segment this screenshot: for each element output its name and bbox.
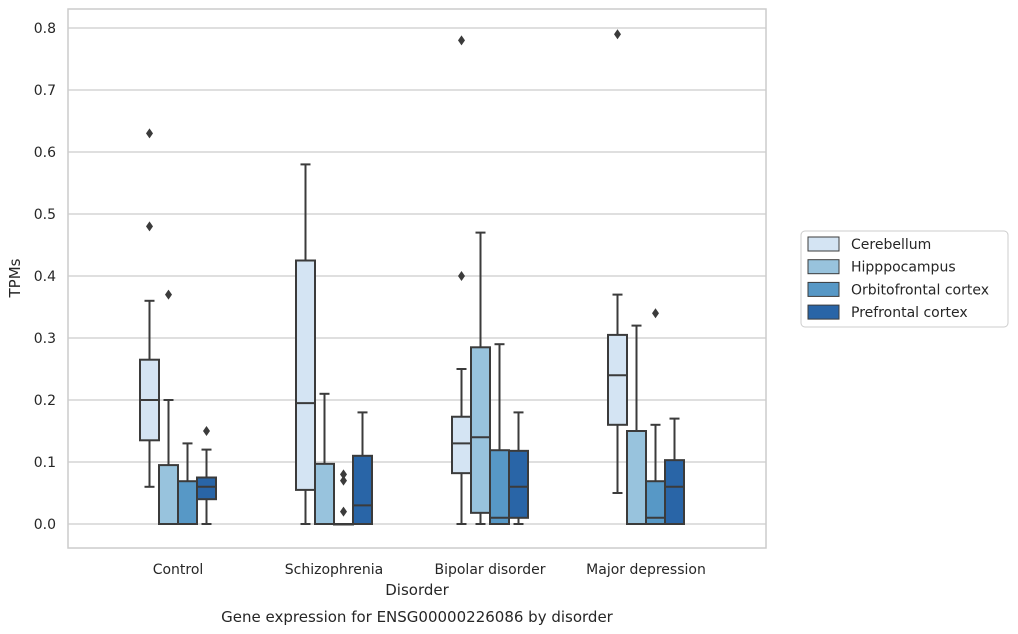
box-1-0 — [295, 163, 316, 525]
box-3-2 — [645, 308, 666, 525]
outlier-point-0 — [146, 221, 153, 232]
y-tick-label-6: 0.6 — [34, 145, 56, 161]
box-body — [196, 476, 217, 501]
box-2-0 — [451, 35, 472, 525]
outlier-point-0 — [458, 271, 465, 281]
box-body — [626, 430, 647, 525]
y-tick-label-0: 0.0 — [34, 517, 56, 533]
box-body — [489, 449, 510, 525]
legend-item-2: Orbitofrontal cortex — [807, 281, 989, 298]
box-body — [158, 464, 179, 526]
legend-label: Orbitofrontal cortex — [851, 282, 989, 298]
box-0-0 — [139, 128, 160, 488]
outlier-point-1 — [340, 475, 347, 486]
box-0-3 — [196, 426, 217, 525]
box-0-1 — [158, 289, 179, 526]
box-body — [664, 459, 685, 526]
y-axis-title: TPMs — [6, 258, 24, 298]
box-body — [451, 415, 472, 475]
x-axis-title: Disorder — [385, 581, 449, 599]
legend-frame — [800, 230, 1009, 328]
box-2-1 — [470, 231, 491, 525]
y-tick-label-2: 0.2 — [34, 393, 56, 409]
x-tick-label-3: Major depression — [586, 562, 706, 578]
legend-item-1: Hipppocampus — [807, 259, 956, 276]
outlier-point-0 — [614, 29, 621, 40]
legend-item-0: Cerebellum — [807, 236, 931, 253]
x-tick-label-1: Schizophrenia — [285, 562, 383, 578]
box-body — [352, 454, 373, 525]
box-body — [470, 346, 491, 514]
box-3-3 — [664, 417, 685, 526]
y-tick-label-5: 0.5 — [34, 207, 56, 223]
legend-swatch — [807, 281, 840, 297]
legend-label: Hipppocampus — [851, 260, 956, 276]
outlier-point-1 — [458, 35, 465, 46]
y-tick-label-3: 0.3 — [34, 331, 56, 347]
box-2-3 — [508, 411, 529, 525]
legend-swatch — [807, 304, 840, 320]
box-2-2 — [489, 343, 510, 525]
legend-label: Cerebellum — [851, 237, 931, 253]
x-tick-label-0: Control — [153, 562, 204, 578]
y-tick-label-1: 0.1 — [34, 455, 56, 471]
outlier-point-1 — [146, 128, 153, 139]
legend-swatch — [807, 259, 840, 275]
plot-frame — [67, 8, 767, 549]
box-body — [295, 259, 316, 491]
y-tick-label-4: 0.4 — [34, 269, 56, 285]
chart-caption: Gene expression for ENSG00000226086 by d… — [221, 608, 614, 626]
box-body — [314, 462, 335, 525]
box-body — [607, 333, 628, 426]
box-1-1 — [314, 392, 335, 525]
legend-label: Prefrontal cortex — [851, 305, 968, 321]
boxes — [139, 29, 685, 526]
box-1-3 — [352, 411, 373, 525]
box-body — [177, 480, 198, 525]
legend-swatch — [807, 236, 840, 252]
outlier-point-0 — [165, 289, 172, 300]
x-tick-labels: Control Schizophrenia Bipolar disorder Majo… — [153, 562, 706, 578]
outlier-point-0 — [340, 506, 347, 517]
y-tick-label-8: 0.8 — [34, 21, 56, 37]
box-3-1 — [626, 324, 647, 525]
y-tick-labels: 0.0 0.1 0.2 0.3 0.4 0.5 0.6 0.7 0.8 — [34, 21, 56, 533]
box-0-2 — [177, 442, 198, 525]
outlier-point-0 — [203, 426, 210, 436]
box-body — [508, 449, 529, 519]
outlier-point-0 — [652, 308, 659, 319]
gridlines — [68, 27, 766, 525]
x-tick-label-2: Bipolar disorder — [434, 562, 545, 578]
legend: Cerebellum Hipppocampus Orbitofrontal cort… — [800, 230, 1009, 328]
box-3-0 — [607, 29, 628, 494]
y-tick-label-7: 0.7 — [34, 83, 56, 99]
legend-item-3: Prefrontal cortex — [807, 304, 968, 321]
box-1-2 — [333, 469, 354, 526]
outlier-point-2 — [340, 469, 347, 480]
